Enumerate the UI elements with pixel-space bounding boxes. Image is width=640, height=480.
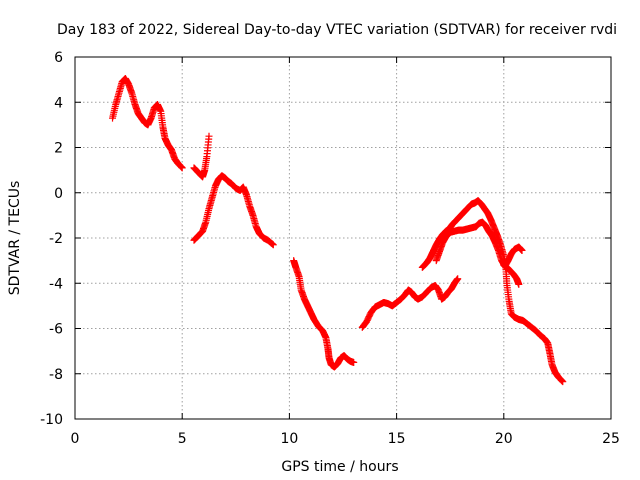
data-point xyxy=(454,275,462,283)
y-tick-label: -8 xyxy=(49,367,63,383)
data-point xyxy=(205,132,213,140)
data-point xyxy=(269,241,277,249)
x-tick-label: 25 xyxy=(602,431,620,447)
x-tick-label: 5 xyxy=(178,431,187,447)
series-segment-3 xyxy=(190,172,277,249)
x-tick-label: 15 xyxy=(388,431,406,447)
y-tick-label: -6 xyxy=(49,322,63,338)
data-point xyxy=(178,163,186,171)
series-segment-5 xyxy=(358,275,462,331)
x-axis-title: GPS time / hours xyxy=(281,459,398,475)
data-point xyxy=(269,240,277,248)
tick-labels: 0 5 10 15 20 25 -10 -8 -6 -4 -2 0 2 4 6 xyxy=(40,50,620,447)
series-segment-4 xyxy=(290,257,358,371)
data-point xyxy=(518,246,526,254)
y-tick-label: -10 xyxy=(40,412,63,428)
y-tick-label: 2 xyxy=(54,141,63,157)
plot-frame xyxy=(74,56,612,420)
y-tick-label: -2 xyxy=(49,231,63,247)
series-segment-1 xyxy=(109,74,186,172)
data-point xyxy=(350,358,358,366)
y-tick-label: 4 xyxy=(54,95,63,111)
data-point xyxy=(515,280,523,288)
series-segment-8 xyxy=(500,261,523,288)
data-point xyxy=(559,378,567,386)
data-point xyxy=(177,163,185,171)
data-point xyxy=(558,377,566,385)
data-point xyxy=(558,376,566,384)
data-point xyxy=(268,239,276,247)
y-axis-title: SDTVAR / TECUs xyxy=(7,181,23,296)
x-tick-label: 20 xyxy=(495,431,513,447)
data-point xyxy=(178,164,186,172)
y-tick-label: -4 xyxy=(49,276,63,292)
y-tick-label: 6 xyxy=(54,50,63,66)
series-segment-2 xyxy=(190,132,213,181)
x-tick-label: 10 xyxy=(280,431,298,447)
data-points xyxy=(109,74,567,386)
x-tick-label: 0 xyxy=(71,431,80,447)
chart-title: Day 183 of 2022, Sidereal Day-to-day VTE… xyxy=(57,22,617,38)
y-tick-label: 0 xyxy=(54,186,63,202)
grid xyxy=(75,57,611,419)
